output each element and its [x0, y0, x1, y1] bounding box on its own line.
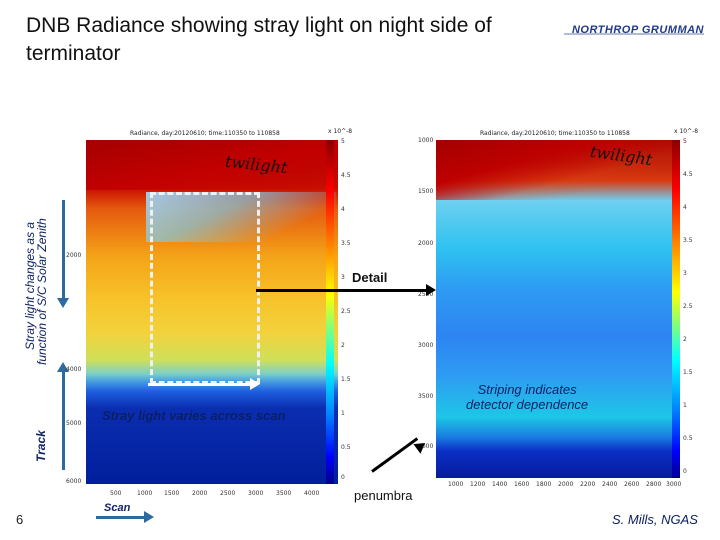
left-x-tick: 3000	[248, 490, 264, 497]
left-colorbar-tick: 3	[341, 274, 345, 281]
right-x-tick: 1800	[536, 481, 552, 488]
left-colorbar-tick: 0	[341, 474, 345, 481]
detail-label: Detail	[352, 270, 388, 285]
left-stray-light-plume	[146, 192, 336, 242]
striping-line-1: Striping indicates	[477, 382, 577, 397]
right-colorbar-tick: 5	[683, 138, 687, 145]
right-y-tick: 3000	[418, 342, 434, 349]
track-label: Track	[34, 430, 48, 462]
right-y-tick: 2500	[418, 291, 434, 298]
side-label-line-2: function of S/C Solar Zenith	[35, 218, 49, 365]
left-x-tick: 3500	[276, 490, 292, 497]
penumbra-arrow-shaft	[371, 437, 419, 473]
right-y-tick: 1500	[418, 188, 434, 195]
slide-title: DNB Radiance showing stray light on nigh…	[26, 14, 492, 65]
left-colorbar-tick: 1.5	[341, 376, 351, 383]
right-x-tick: 2000	[558, 481, 574, 488]
right-twilight-region	[436, 140, 672, 200]
right-x-tick: 2600	[624, 481, 640, 488]
detail-region-box	[150, 192, 260, 384]
left-colorbar-tick: 0.5	[341, 444, 351, 451]
right-colorbar-tick: 0.5	[683, 435, 693, 442]
left-y-tick: 5000	[66, 420, 82, 427]
left-x-tick: 2500	[220, 490, 236, 497]
left-colorbar-tick: 4.5	[341, 172, 351, 179]
left-colorbar	[326, 140, 334, 484]
right-colorbar-tick: 1.5	[683, 369, 693, 376]
left-colorbar-tick: 2	[341, 342, 345, 349]
track-arrow-shaft	[62, 370, 65, 470]
left-y-tick: 4000	[66, 366, 82, 373]
right-colorbar-tick: 2	[683, 336, 687, 343]
stray-light-label: Stray light varies across scan	[102, 408, 286, 423]
left-x-tick: 1000	[137, 490, 153, 497]
credit-text: S. Mills, NGAS	[612, 512, 698, 527]
left-colorbar-tick: 3.5	[341, 240, 351, 247]
right-x-tick: 2400	[602, 481, 618, 488]
scan-arrow-head	[144, 511, 154, 523]
right-colorbar-tick: 2.5	[683, 303, 693, 310]
left-colorbar-tick: 5	[341, 138, 345, 145]
company-logo: NORTHROP GRUMMAN	[558, 24, 704, 44]
scan-arrow-shaft	[96, 516, 146, 519]
logo-text: NORTHROP GRUMMAN	[571, 24, 704, 36]
detail-arrow-head	[426, 284, 436, 296]
left-colorbar-tick: 2.5	[341, 308, 351, 315]
right-y-tick: 1000	[418, 137, 434, 144]
left-x-tick: 1500	[164, 490, 180, 497]
right-colorbar-tick: 1	[683, 402, 687, 409]
left-colorbar-tick: 1	[341, 410, 345, 417]
stray-arrow-shaft	[148, 383, 252, 386]
right-y-tick: 4000	[418, 443, 434, 450]
slide-number: 6	[16, 512, 24, 527]
right-colorbar-tick: 3.5	[683, 237, 693, 244]
right-colorbar-tick: 0	[683, 468, 687, 475]
zenith-arrow-shaft	[62, 200, 65, 300]
right-x-tick: 1400	[492, 481, 508, 488]
left-panel-exponent: x 10^-8	[328, 128, 353, 135]
zenith-arrow-head	[57, 298, 69, 308]
right-radiance-image	[436, 140, 672, 478]
logo-bar	[564, 33, 704, 35]
right-colorbar-tick: 3	[683, 270, 687, 277]
right-x-tick: 3000	[666, 481, 682, 488]
right-x-tick: 2800	[646, 481, 662, 488]
penumbra-label: penumbra	[354, 488, 413, 503]
left-panel-title: Radiance, day:20120610; time:110350 to 1…	[130, 130, 280, 137]
track-arrow-head	[57, 362, 69, 372]
right-y-tick: 2000	[418, 240, 434, 247]
right-x-tick: 2200	[580, 481, 596, 488]
stray-arrow-head	[250, 378, 260, 390]
left-colorbar-tick: 4	[341, 206, 345, 213]
right-colorbar-tick: 4	[683, 204, 687, 211]
right-x-tick: 1200	[470, 481, 486, 488]
right-panel-exponent: x 10^-8	[674, 128, 699, 135]
right-y-tick: 3500	[418, 393, 434, 400]
right-panel-title: Radiance, day:20120610; time:110350 to 1…	[480, 130, 630, 137]
left-y-tick: 6000	[66, 478, 82, 485]
left-x-tick: 4000	[304, 490, 320, 497]
striping-line-2: detector dependence	[466, 397, 589, 412]
left-y-tick: 2000	[66, 252, 82, 259]
detail-arrow-shaft	[256, 289, 428, 292]
right-colorbar-tick: 4.5	[683, 171, 693, 178]
left-x-tick: 2000	[192, 490, 208, 497]
scan-label: Scan	[104, 502, 131, 514]
striping-label: Striping indicates detector dependence	[466, 382, 588, 412]
left-x-tick: 500	[110, 490, 122, 497]
right-colorbar	[672, 140, 680, 478]
left-radiance-image	[86, 140, 338, 484]
right-x-tick: 1600	[514, 481, 530, 488]
left-twilight-region	[86, 140, 338, 190]
right-x-tick: 1000	[448, 481, 464, 488]
